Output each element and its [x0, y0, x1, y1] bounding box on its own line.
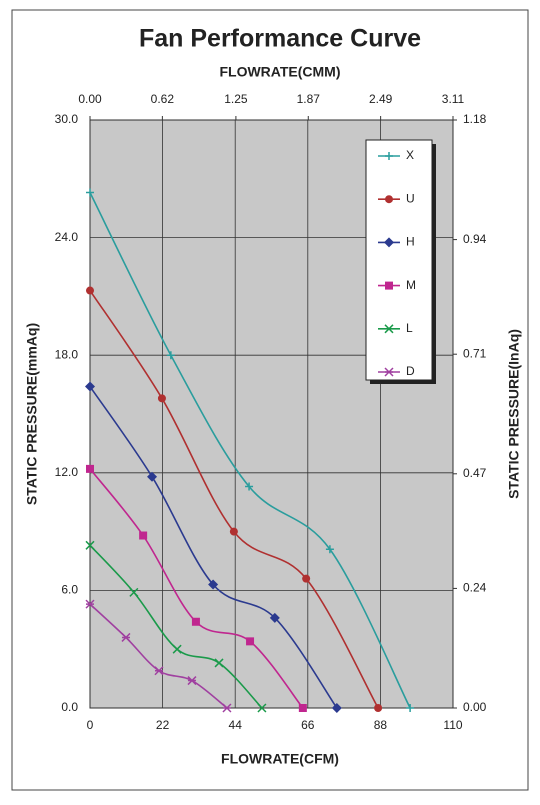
- y2-tick-label: 0.00: [463, 700, 487, 714]
- y2-axis-label: STATIC PRESSURE(InAq): [506, 329, 522, 499]
- point: [121, 632, 131, 642]
- y2-tick-label: 0.47: [463, 466, 487, 480]
- y-tick-label: 24.0: [55, 230, 79, 244]
- point: [129, 587, 139, 597]
- x2-tick-label: 1.25: [224, 92, 248, 106]
- legend-label: L: [406, 321, 413, 335]
- legend-label: M: [406, 278, 416, 292]
- x-tick-label: 66: [301, 718, 315, 732]
- point: [85, 540, 95, 550]
- point: [269, 612, 280, 623]
- point: [85, 381, 95, 392]
- point: [298, 704, 307, 712]
- point: [384, 237, 394, 248]
- y-tick-label: 12.0: [55, 465, 79, 479]
- x-axis-label: FLOWRATE(CFM): [221, 751, 339, 767]
- point: [208, 579, 219, 590]
- y-axis-label: STATIC PRESSURE(mmAq): [24, 323, 40, 505]
- legend-label: X: [406, 148, 414, 162]
- point: [172, 644, 182, 654]
- point: [257, 703, 267, 713]
- point: [157, 394, 166, 403]
- x-tick-label: 22: [156, 718, 170, 732]
- y2-tick-label: 0.94: [463, 232, 487, 246]
- x-tick-label: 110: [443, 718, 462, 732]
- point: [86, 286, 94, 295]
- point: [384, 367, 394, 377]
- y-tick-label: 30.0: [55, 112, 79, 126]
- point: [85, 599, 95, 609]
- x2-axis-label: FLOWRATE(CMM): [219, 64, 340, 80]
- point: [302, 574, 311, 583]
- point: [331, 703, 342, 713]
- point: [385, 152, 393, 160]
- x2-tick-label: 2.49: [369, 92, 393, 106]
- legend-label: D: [406, 364, 415, 378]
- legend: [365, 139, 433, 381]
- point: [86, 464, 94, 473]
- y2-tick-label: 0.24: [463, 581, 487, 595]
- x2-tick-label: 1.87: [297, 92, 321, 106]
- legend-label: H: [406, 235, 415, 249]
- point: [246, 637, 255, 646]
- point: [385, 195, 393, 204]
- y-tick-label: 6.0: [61, 583, 78, 597]
- x-tick-label: 88: [374, 718, 388, 732]
- y2-tick-label: 0.71: [463, 346, 487, 360]
- point: [245, 482, 254, 491]
- point: [139, 531, 148, 540]
- point: [384, 324, 394, 334]
- point: [166, 351, 175, 360]
- y-tick-label: 0.0: [61, 700, 78, 714]
- point: [86, 188, 94, 197]
- point: [222, 703, 232, 713]
- x2-tick-label: 3.11: [442, 92, 465, 106]
- y-tick-label: 18.0: [55, 347, 79, 361]
- point: [385, 281, 393, 290]
- point: [154, 666, 164, 676]
- y2-tick-label: 1.18: [463, 112, 487, 126]
- chart-title: Fan Performance Curve: [139, 25, 421, 53]
- x2-tick-label: 0.00: [78, 92, 102, 106]
- point: [374, 704, 383, 712]
- legend-label: U: [406, 191, 415, 205]
- point: [187, 676, 197, 686]
- point: [325, 545, 334, 554]
- point: [191, 617, 200, 626]
- point: [229, 527, 238, 536]
- x2-tick-label: 0.62: [151, 92, 175, 106]
- point: [406, 704, 415, 712]
- point: [147, 471, 158, 482]
- x-tick-label: 44: [229, 718, 243, 732]
- x-tick-label: 0: [87, 718, 94, 732]
- point: [214, 658, 224, 668]
